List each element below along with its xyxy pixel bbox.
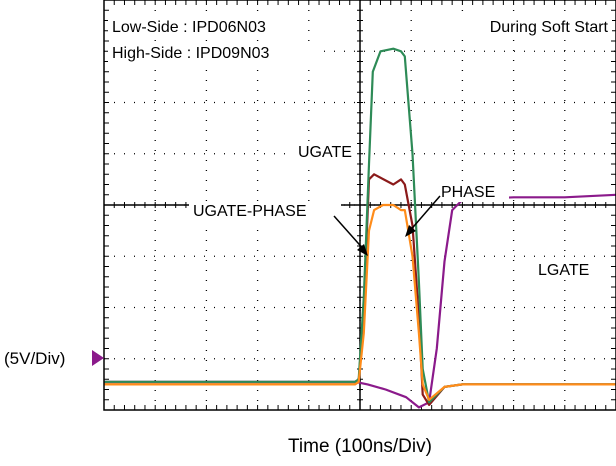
lgate-label: LGATE [538,262,589,279]
ugate-phase-arrowhead-icon [357,244,368,256]
ugate-phase-label: UGATE-PHASE [193,203,307,220]
plot-frame [103,0,616,411]
ugate-phase-arrow [333,215,367,253]
phase-label: PHASE [441,184,495,201]
high-side-annotation: High-Side : IPD09N03 [112,45,270,62]
y-unit-label: (5V/Div) [4,349,65,368]
ugate-label: UGATE [298,144,352,161]
condition-annotation: During Soft Start [490,19,609,36]
phase-arrowhead-icon [405,225,416,237]
ground-marker-icon [92,350,104,366]
low-side-annotation: Low-Side : IPD06N03 [112,19,266,36]
x-unit-label: Time (100ns/Div) [288,436,432,457]
trace-ugate-phase [104,203,616,401]
phase-arrow [407,195,441,234]
